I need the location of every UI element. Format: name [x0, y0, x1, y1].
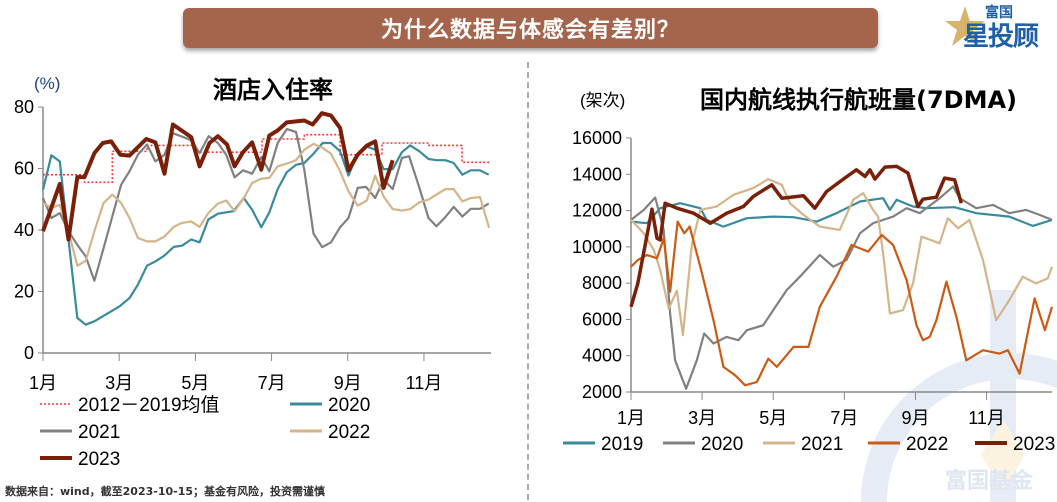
- x-tick-label: 11月: [406, 373, 443, 393]
- y-tick-label: 60: [14, 159, 34, 179]
- left-chart-title: 酒店入住率: [213, 76, 333, 104]
- legend-label: 2020: [701, 434, 743, 455]
- panel-divider: [527, 62, 529, 500]
- legend-label: 2023: [1013, 434, 1055, 455]
- x-tick-label: 7月: [830, 408, 858, 428]
- header-banner: 为什么数据与体感会有差别？: [183, 8, 878, 48]
- logo-main-text: 星投顾: [963, 21, 1039, 51]
- y-tick-label: 8000: [582, 273, 622, 293]
- brand-logo: 富国 星投顾: [945, 2, 1057, 52]
- star-icon: [945, 6, 985, 46]
- y-tick-label: 40: [14, 220, 34, 240]
- x-tick-label: 1月: [29, 373, 57, 393]
- x-tick-label: 9月: [334, 373, 362, 393]
- x-tick-label: 1月: [617, 408, 645, 428]
- x-tick-label: 5月: [181, 373, 209, 393]
- legend-label: 2023: [78, 449, 120, 470]
- x-tick-label: 7月: [258, 373, 286, 393]
- y-tick-label: 2000: [582, 382, 622, 402]
- legend-label: 2021: [801, 434, 843, 455]
- logo-top-text: 富国: [985, 4, 1013, 20]
- series-line-2020: [630, 185, 1053, 390]
- y-tick-label: 20: [14, 282, 34, 302]
- y-tick-label: 14000: [572, 164, 622, 184]
- series-line-2021: [630, 178, 1054, 337]
- source-note: 数据来自：wind，截至2023-10-15；基金有风险，投资需谨慎: [5, 485, 325, 498]
- y-tick-label: 6000: [582, 309, 622, 329]
- series-line-2012－2019均值: [43, 133, 491, 184]
- y-tick-label: 80: [14, 97, 34, 117]
- x-tick-label: 3月: [105, 373, 133, 393]
- y-tick-label: 10000: [572, 237, 622, 257]
- series-line-2021: [41, 128, 490, 282]
- legend-label: 2019: [601, 434, 643, 455]
- series-line-2023: [41, 111, 395, 242]
- legend-label: 2022: [906, 434, 948, 455]
- left-ylabel: (%): [34, 74, 61, 93]
- series-line-2020: [41, 141, 490, 326]
- y-tick-label: 0: [24, 343, 34, 363]
- x-tick-label: 9月: [901, 408, 929, 428]
- series-line-2023: [629, 164, 963, 308]
- right-ylabel: (架次): [580, 91, 626, 110]
- y-tick-label: 4000: [582, 346, 622, 366]
- x-tick-label: 3月: [688, 408, 716, 428]
- y-tick-label: 12000: [572, 201, 622, 221]
- legend-label: 2012－2019均值: [78, 394, 220, 416]
- x-tick-label: 11月: [968, 408, 1005, 428]
- series-line-2022: [630, 220, 1054, 387]
- x-tick-label: 5月: [759, 408, 787, 428]
- series-line-2019: [630, 197, 1053, 228]
- series-line-2022: [42, 142, 491, 267]
- watermark-text: 富国基金: [945, 468, 1034, 493]
- legend-label: 2021: [78, 422, 120, 443]
- right-chart-title: 国内航线执行航班量(7DMA): [700, 86, 1018, 114]
- legend-label: 2022: [328, 422, 370, 443]
- legend-label: 2020: [328, 395, 370, 416]
- y-tick-label: 16000: [572, 128, 622, 148]
